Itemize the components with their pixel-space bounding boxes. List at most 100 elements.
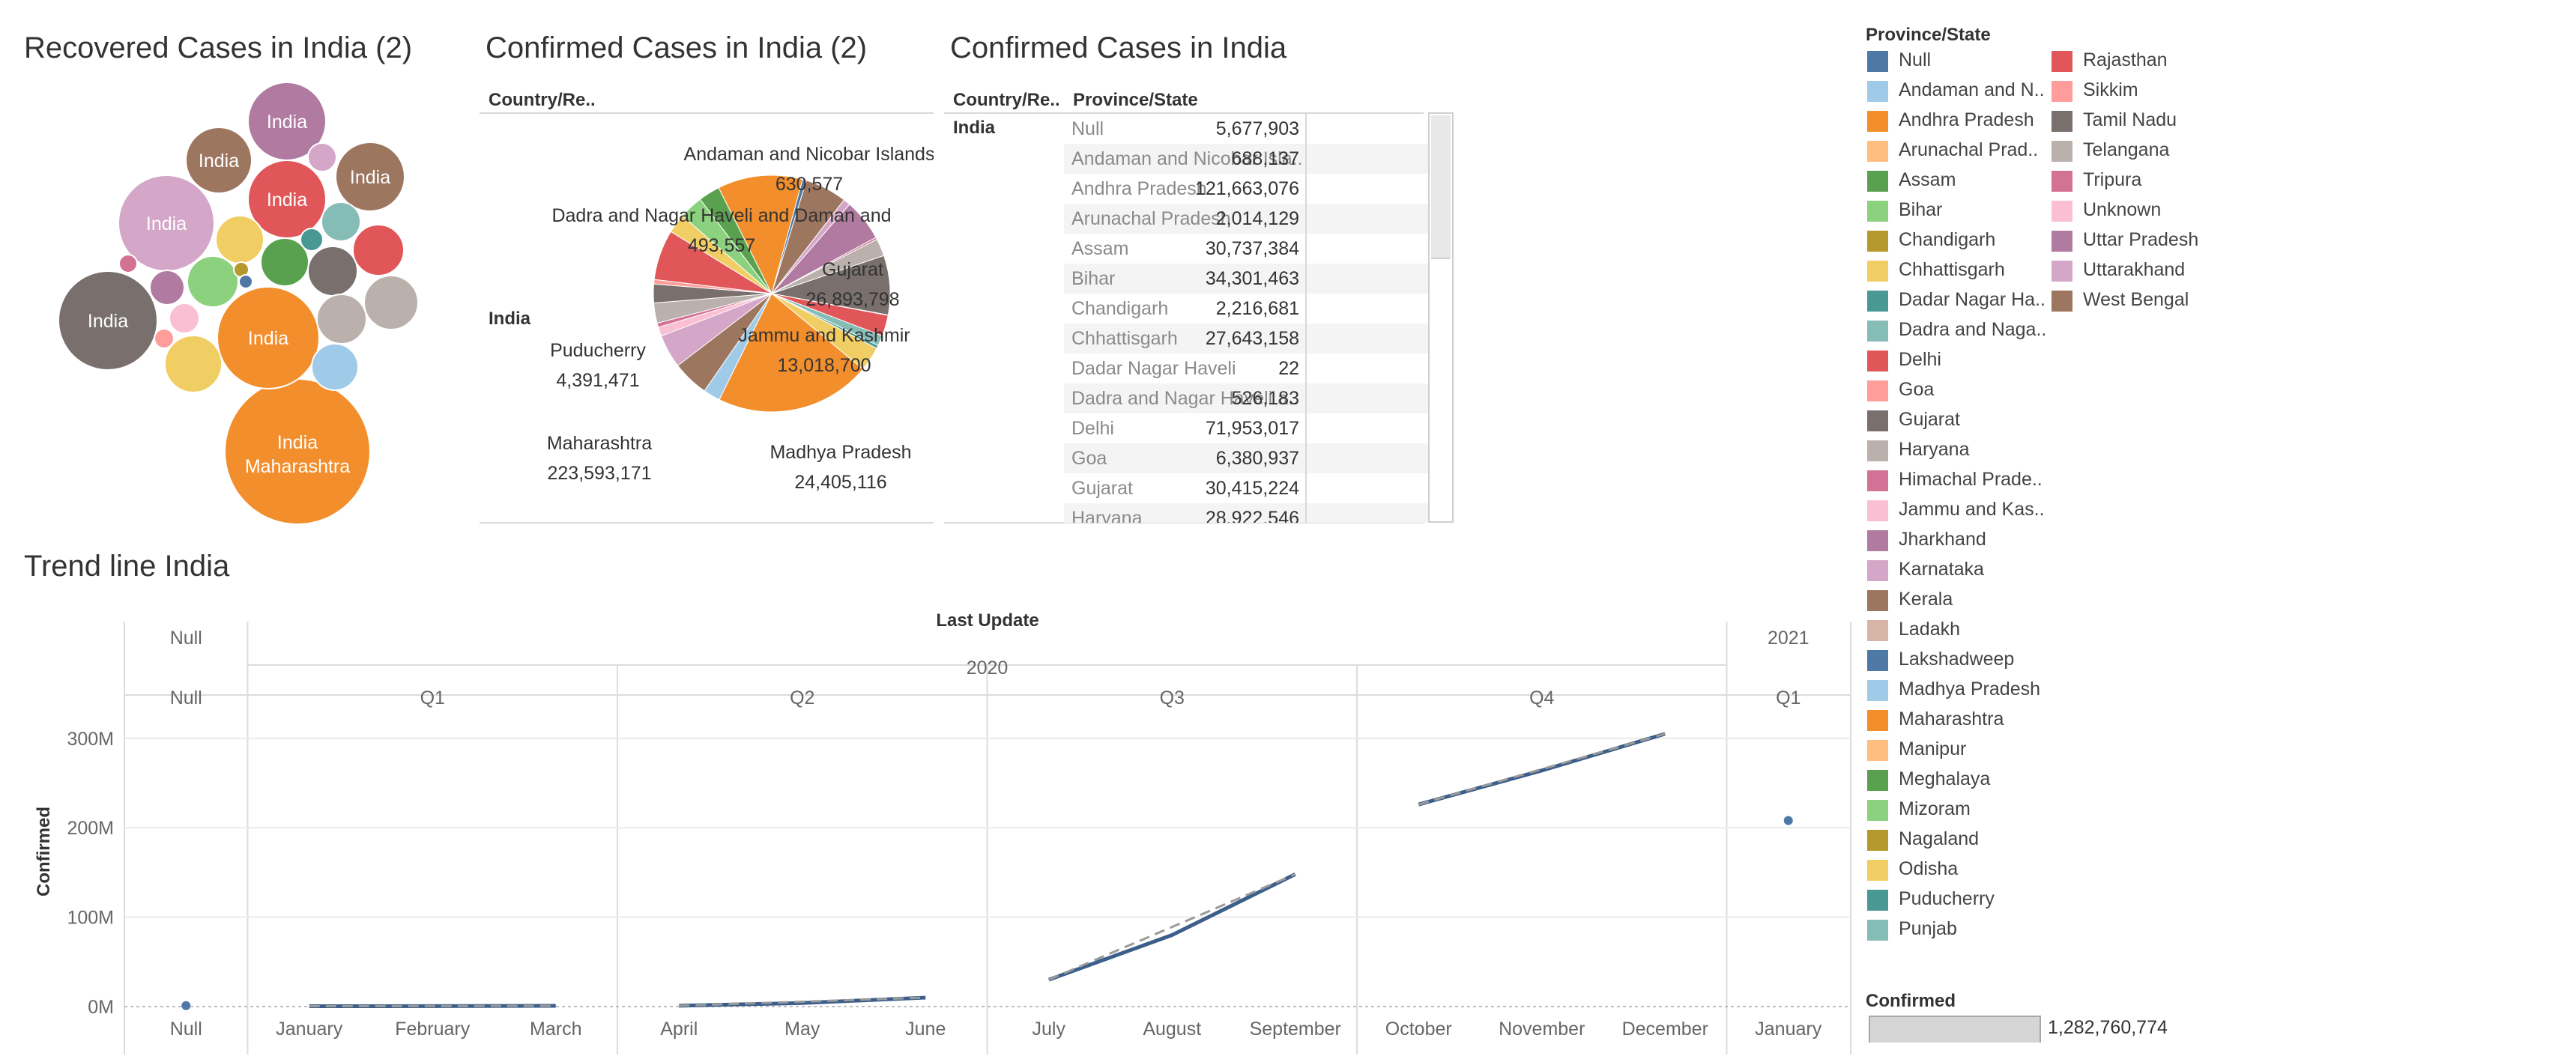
legend-swatch xyxy=(1867,201,1888,222)
table-row[interactable]: Assam 30,737,384 xyxy=(1064,234,1440,264)
trend-point[interactable] xyxy=(1783,816,1793,825)
legend-swatch xyxy=(1867,470,1888,491)
size-legend-bar xyxy=(1869,1016,2041,1043)
trend-xtick: September xyxy=(1250,1019,1341,1040)
table-row[interactable]: Chhattisgarh 27,643,158 xyxy=(1064,324,1440,353)
bubble-25[interactable] xyxy=(238,274,253,289)
bubble-11[interactable] xyxy=(260,237,309,287)
pie-label-value-1: 493,557 xyxy=(688,235,755,256)
trend-xtick: November xyxy=(1499,1019,1585,1040)
legend-label: Null xyxy=(1899,49,1932,70)
table-row[interactable]: Dadra and Nagar Haveli a.. 526,183 xyxy=(1064,383,1440,413)
bubble-13[interactable] xyxy=(363,275,419,330)
legend-label: Tripura xyxy=(2083,169,2142,190)
legend-swatch xyxy=(1867,440,1888,461)
bubble-9[interactable] xyxy=(164,335,223,393)
table-cell-state: Chandigarh xyxy=(1071,298,1169,319)
pie-label-value-5: 223,593,171 xyxy=(547,463,651,484)
table-cell-value: 121,663,076 xyxy=(1194,178,1299,199)
legend-label: Delhi xyxy=(1899,349,1941,370)
trend-series-line[interactable] xyxy=(1047,873,1296,982)
legend-swatch xyxy=(1867,920,1888,941)
legend-label: Nagaland xyxy=(1899,828,1980,849)
bubble-22[interactable] xyxy=(300,228,324,252)
table-cell-value: 2,014,129 xyxy=(1215,208,1299,229)
pie-slice-maharashtra[interactable] xyxy=(719,293,864,413)
table-row[interactable]: Chandigarh 2,216,681 xyxy=(1064,294,1440,324)
table-row[interactable]: Haryana 28,922,546 xyxy=(1064,503,1440,523)
bubble-23[interactable] xyxy=(118,254,138,273)
table-cell-value: 526,183 xyxy=(1231,388,1299,409)
legend-label: Kerala xyxy=(1899,589,1953,610)
trend-xtick: April xyxy=(660,1019,698,1040)
bubble-19[interactable] xyxy=(169,303,200,334)
pie-label-name-5: Maharashtra xyxy=(547,433,652,454)
trend-point[interactable] xyxy=(181,1001,191,1010)
trend-ytick: 100M xyxy=(67,908,114,929)
bubble-10[interactable] xyxy=(187,255,239,308)
legend-swatch xyxy=(1867,351,1888,371)
pie-slice-andhra-pradesh[interactable] xyxy=(718,175,803,295)
table-row[interactable]: Arunachal Pradesh 2,014,129 xyxy=(1064,204,1440,234)
table-row[interactable]: Delhi 71,953,017 xyxy=(1064,413,1440,443)
table-row[interactable]: Gujarat 30,415,224 xyxy=(1064,473,1440,503)
trend-xtick: January xyxy=(1755,1019,1821,1040)
bubble-21[interactable] xyxy=(154,328,175,349)
pie-label-name-3: Jammu and Kashmir xyxy=(738,325,910,346)
legend-label: Tamil Nadu xyxy=(2083,109,2177,130)
legend-swatch xyxy=(2052,81,2072,102)
bubble-17[interactable] xyxy=(321,201,361,242)
legend-swatch xyxy=(2052,141,2072,162)
legend-label: Dadra and Naga.. xyxy=(1899,319,2047,340)
bubble-16[interactable] xyxy=(311,343,359,391)
table-cell-state: Haryana xyxy=(1071,508,1143,523)
pie-label-value-2: 26,893,798 xyxy=(805,289,899,310)
table-scrollbar-thumb[interactable] xyxy=(1431,115,1451,259)
legend-swatch xyxy=(1867,890,1888,911)
pie-slice-odisha[interactable] xyxy=(771,293,877,370)
table-cell-value: 30,415,224 xyxy=(1205,478,1299,499)
legend-label: Maharashtra xyxy=(1899,708,2004,729)
bubble-5[interactable] xyxy=(247,82,327,161)
legend-swatch xyxy=(1867,800,1888,821)
table-row[interactable]: Andhra Pradesh 121,663,076 xyxy=(1064,174,1440,204)
table-row[interactable]: Bihar 34,301,463 xyxy=(1064,264,1440,294)
legend-label: Odisha xyxy=(1899,858,1959,879)
legend-swatch xyxy=(1867,590,1888,611)
bubble-15[interactable] xyxy=(352,224,405,276)
bubble-chart: India Maharashtra India India India India Indi… xyxy=(58,82,419,525)
trend-year-2020: 2020 xyxy=(967,658,1009,679)
table-cell-value: 6,380,937 xyxy=(1215,448,1299,469)
legend-title: Province/State xyxy=(1866,25,1991,45)
table-row[interactable]: Andaman and Nicobar Isla.. 688,137 xyxy=(1064,144,1440,174)
bubble-2[interactable] xyxy=(58,270,158,371)
legend-label: Uttar Pradesh xyxy=(2083,229,2199,250)
bubble-18[interactable] xyxy=(149,270,185,306)
table-cell-state: Bihar xyxy=(1071,268,1116,289)
table-row[interactable]: Null 5,677,903 xyxy=(1064,114,1440,144)
bubble-6[interactable] xyxy=(185,127,253,194)
bubble-14[interactable] xyxy=(316,294,367,345)
trend-year-null: Null xyxy=(170,628,202,649)
table-title: Confirmed Cases in India xyxy=(950,31,1287,64)
bubble-1[interactable] xyxy=(217,286,320,389)
legend-label: Goa xyxy=(1899,379,1935,400)
pie-label-name-6: Madhya Pradesh xyxy=(770,442,911,463)
bubble-label-2: India xyxy=(88,311,128,332)
pie-chart-title: Confirmed Cases in India (2) xyxy=(486,31,868,64)
table-cell-value: 27,643,158 xyxy=(1205,328,1299,349)
trend-xtick: January xyxy=(276,1019,342,1040)
legend-swatch xyxy=(1867,710,1888,731)
bubble-20[interactable] xyxy=(307,142,337,172)
bubble-8[interactable] xyxy=(215,215,264,264)
table-scrollbar[interactable] xyxy=(1428,112,1454,523)
size-legend-title: Confirmed xyxy=(1866,991,1956,1011)
table-row[interactable]: Goa 6,380,937 xyxy=(1064,443,1440,473)
trend-ytick: 200M xyxy=(67,818,114,839)
bubble-7[interactable] xyxy=(335,142,405,212)
trend-ytick: 0M xyxy=(88,997,114,1018)
legend-label: Telangana xyxy=(2083,139,2170,160)
trend-quarter-2021-q1: Q1 xyxy=(1776,688,1801,708)
table-row[interactable]: Dadar Nagar Haveli 22 xyxy=(1064,353,1440,383)
bubble-12[interactable] xyxy=(307,246,358,297)
